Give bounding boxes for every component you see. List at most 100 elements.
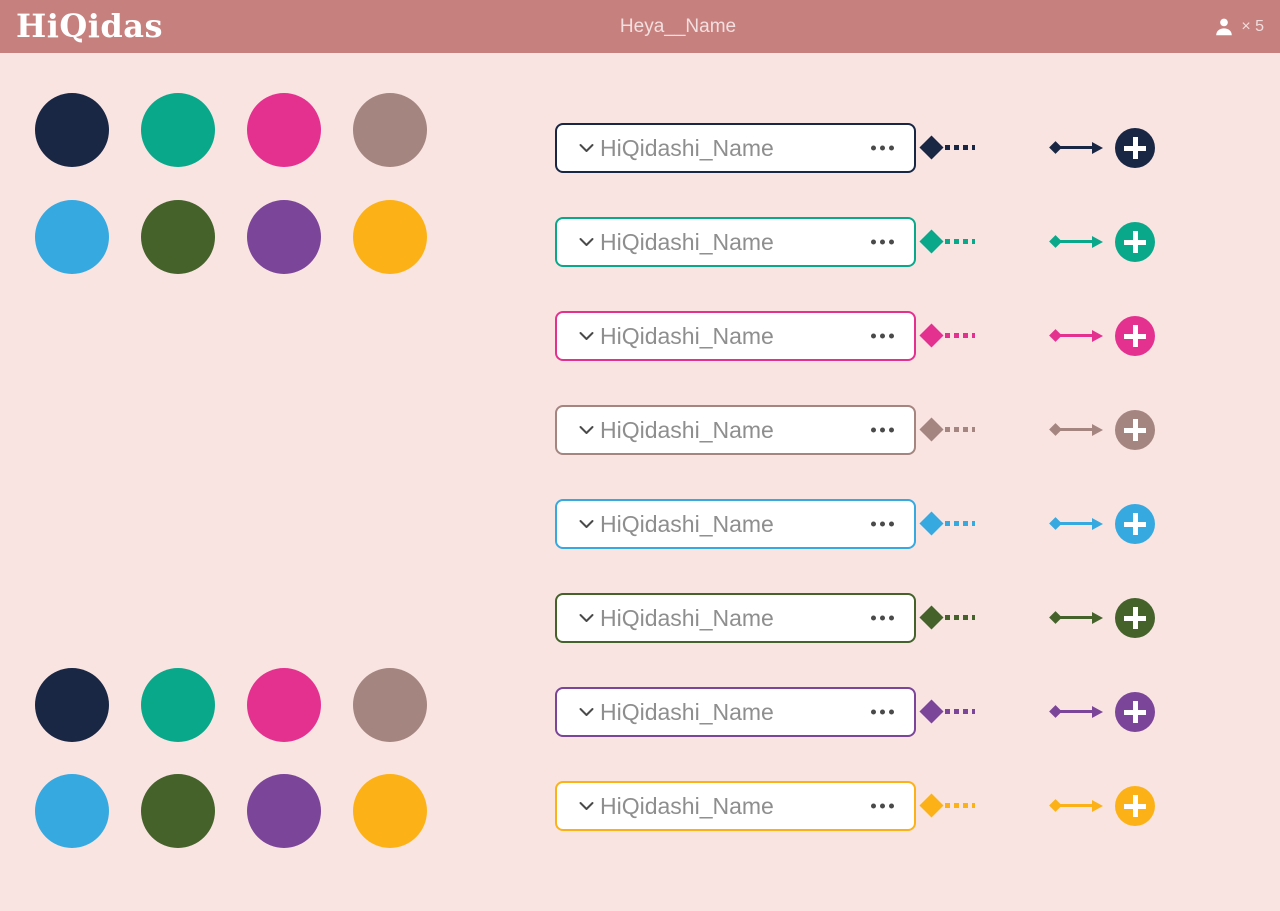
- chevron-down-icon: [579, 144, 594, 152]
- color-swatch-mauve: [353, 668, 427, 742]
- color-swatch-pink: [247, 93, 321, 167]
- color-swatch-olive: [141, 200, 215, 274]
- arrow-line: [1059, 804, 1093, 807]
- ellipsis-menu-button[interactable]: [871, 803, 894, 809]
- arrow-line: [1059, 146, 1093, 149]
- color-swatch-navy: [35, 93, 109, 167]
- app-logo: HiQidas: [16, 7, 164, 45]
- hiqidashi-select[interactable]: HiQidashi_Name: [555, 499, 916, 549]
- dotted-line: [945, 615, 975, 620]
- arrow-head-icon: [1092, 236, 1103, 248]
- user-count: × 5: [1241, 17, 1264, 35]
- page-title: Heya__Name: [619, 16, 737, 37]
- hiqidashi-row-amber: HiQidashi_Name: [0, 780, 1280, 832]
- plus-icon: [1124, 795, 1146, 817]
- add-button[interactable]: [1115, 504, 1155, 544]
- hiqidashi-select[interactable]: HiQidashi_Name: [555, 781, 916, 831]
- plus-icon: [1124, 325, 1146, 347]
- diamond-connector: [919, 417, 944, 442]
- hiqidashi-select[interactable]: HiQidashi_Name: [555, 217, 916, 267]
- hiqidashi-row-blue: HiQidashi_Name: [0, 498, 1280, 550]
- arrow-head-icon: [1092, 330, 1103, 342]
- plus-icon: [1124, 419, 1146, 441]
- ellipsis-menu-button[interactable]: [871, 521, 894, 527]
- hiqidashi-row-pink: HiQidashi_Name: [0, 310, 1280, 362]
- color-swatch-teal: [141, 668, 215, 742]
- arrow-head-icon: [1092, 142, 1103, 154]
- user-count-group: × 5: [1213, 0, 1264, 53]
- add-button[interactable]: [1115, 786, 1155, 826]
- dotted-line: [945, 427, 975, 432]
- arrow-line: [1059, 522, 1093, 525]
- ellipsis-icon: [871, 709, 876, 715]
- hiqidashi-select[interactable]: HiQidashi_Name: [555, 123, 916, 173]
- ellipsis-icon: [871, 239, 876, 245]
- arrow-line: [1059, 334, 1093, 337]
- hiqidashi-select-label: HiQidashi_Name: [600, 229, 774, 255]
- app-header: HiQidas Heya__Name × 5: [0, 0, 1280, 53]
- dotted-line: [945, 239, 975, 244]
- hiqidashi-row-mauve: HiQidashi_Name: [0, 404, 1280, 456]
- hiqidashi-select[interactable]: HiQidashi_Name: [555, 311, 916, 361]
- ellipsis-icon: [871, 333, 876, 339]
- diamond-connector: [919, 605, 944, 630]
- chevron-down-icon: [579, 614, 594, 622]
- ellipsis-menu-button[interactable]: [871, 333, 894, 339]
- arrow-head-icon: [1092, 424, 1103, 436]
- hiqidashi-row-navy: HiQidashi_Name: [0, 122, 1280, 174]
- chevron-down-icon: [579, 426, 594, 434]
- color-swatch-amber: [353, 200, 427, 274]
- color-swatch-purple: [247, 200, 321, 274]
- arrow-head-icon: [1092, 800, 1103, 812]
- hiqidashi-select[interactable]: HiQidashi_Name: [555, 593, 916, 643]
- diamond-connector: [919, 793, 944, 818]
- color-swatch-navy: [35, 668, 109, 742]
- dotted-line: [945, 333, 975, 338]
- ellipsis-menu-button[interactable]: [871, 615, 894, 621]
- ellipsis-menu-button[interactable]: [871, 145, 894, 151]
- hiqidashi-select-label: HiQidashi_Name: [600, 793, 774, 819]
- add-button[interactable]: [1115, 222, 1155, 262]
- add-button[interactable]: [1115, 316, 1155, 356]
- color-swatch-blue: [35, 774, 109, 848]
- hiqidashi-select-label: HiQidashi_Name: [600, 135, 774, 161]
- dotted-line: [945, 803, 975, 808]
- ellipsis-icon: [871, 803, 876, 809]
- color-swatch-blue: [35, 200, 109, 274]
- diamond-connector: [919, 135, 944, 160]
- ellipsis-menu-button[interactable]: [871, 709, 894, 715]
- ellipsis-menu-button[interactable]: [871, 427, 894, 433]
- diamond-connector: [919, 511, 944, 536]
- add-button[interactable]: [1115, 598, 1155, 638]
- arrow-line: [1059, 616, 1093, 619]
- add-button[interactable]: [1115, 128, 1155, 168]
- chevron-down-icon: [579, 520, 594, 528]
- add-button[interactable]: [1115, 410, 1155, 450]
- color-swatch-teal: [141, 93, 215, 167]
- hiqidashi-select[interactable]: HiQidashi_Name: [555, 687, 916, 737]
- arrow-line: [1059, 240, 1093, 243]
- color-swatch-amber: [353, 774, 427, 848]
- plus-icon: [1124, 137, 1146, 159]
- person-icon: [1216, 18, 1233, 35]
- hiqidashi-select-label: HiQidashi_Name: [600, 699, 774, 725]
- hiqidashi-select-label: HiQidashi_Name: [600, 323, 774, 349]
- hiqidashi-row-purple: HiQidashi_Name: [0, 686, 1280, 738]
- diamond-connector: [919, 229, 944, 254]
- arrow-head-icon: [1092, 706, 1103, 718]
- color-swatch-olive: [141, 774, 215, 848]
- hiqidashi-select[interactable]: HiQidashi_Name: [555, 405, 916, 455]
- dotted-line: [945, 145, 975, 150]
- add-button[interactable]: [1115, 692, 1155, 732]
- ellipsis-icon: [871, 521, 876, 527]
- hiqidashi-select-label: HiQidashi_Name: [600, 511, 774, 537]
- chevron-down-icon: [579, 708, 594, 716]
- arrow-line: [1059, 710, 1093, 713]
- chevron-down-icon: [579, 332, 594, 340]
- color-swatch-purple: [247, 774, 321, 848]
- ellipsis-icon: [871, 427, 876, 433]
- dotted-line: [945, 521, 975, 526]
- plus-icon: [1124, 513, 1146, 535]
- plus-icon: [1124, 607, 1146, 629]
- ellipsis-menu-button[interactable]: [871, 239, 894, 245]
